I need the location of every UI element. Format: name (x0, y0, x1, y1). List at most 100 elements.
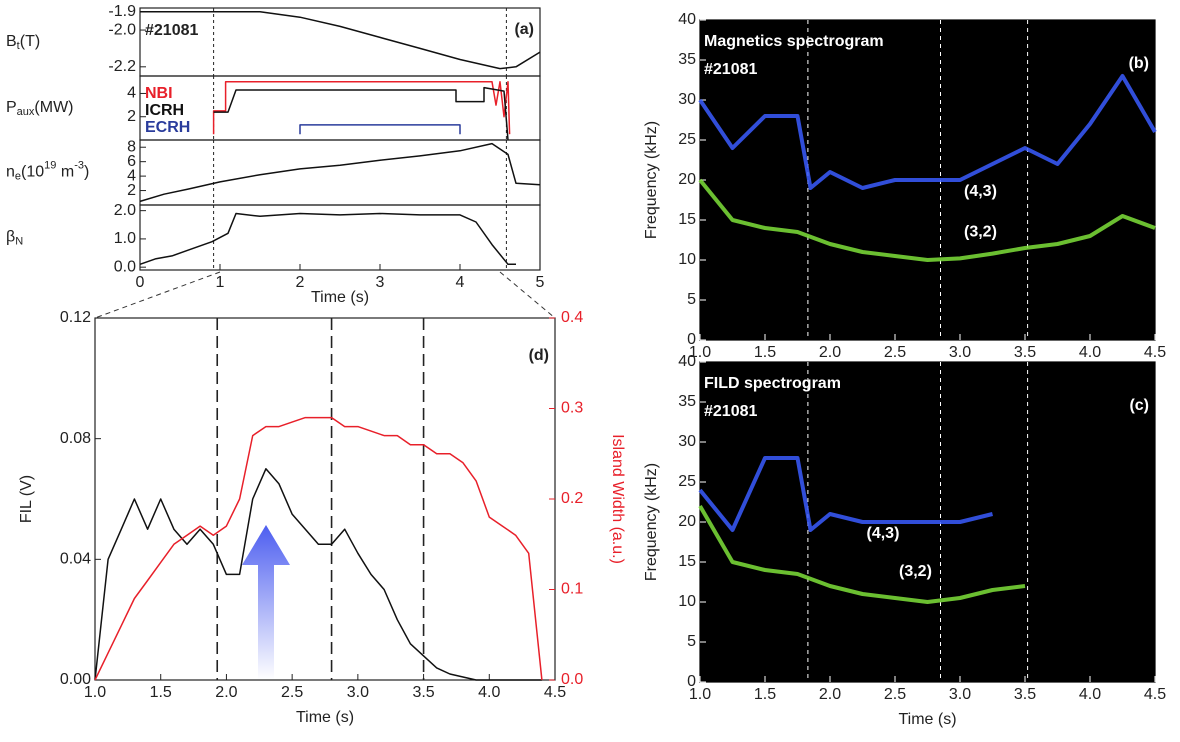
x-tick-label: 3.0 (347, 684, 369, 701)
x-tick-label: 3.0 (949, 344, 971, 361)
plot-area (139, 75, 541, 141)
y2-tick-label: 0.0 (561, 671, 583, 688)
x-tick-label: 1.0 (689, 344, 711, 361)
y-tick-label: 4 (127, 85, 136, 102)
series-line (94, 468, 542, 681)
chart-title: FILD spectrogram (704, 375, 841, 392)
y-axis-label-part: n (6, 164, 15, 181)
x-tick-label: 5 (536, 274, 545, 291)
x-axis-label: Time (s) (311, 289, 369, 306)
x-tick-label: 3.0 (949, 686, 971, 703)
y-tick-label: 30 (678, 433, 696, 450)
x-tick-label: 3.5 (1014, 686, 1036, 703)
y-axis-label-part: m (56, 164, 74, 181)
y-tick-label: 40 (678, 353, 696, 370)
y2-tick-label: 0.4 (561, 309, 583, 326)
y-tick-label: 35 (678, 393, 696, 410)
y-axis-label: FIL (V) (18, 475, 35, 523)
x-tick-label: 1.5 (754, 686, 776, 703)
plot-area (139, 204, 541, 271)
annotation: #21081 (145, 22, 198, 39)
y-tick-label: 35 (678, 51, 696, 68)
y-axis-label-part: e (15, 170, 21, 182)
chart-title: Magnetics spectrogram (704, 33, 884, 50)
mode-label: (3,2) (964, 224, 997, 241)
panel-label: (b) (1129, 55, 1149, 72)
y-axis-label: ne(1019 m-3) (6, 159, 89, 182)
x-tick-label: 4.0 (1079, 686, 1101, 703)
x-tick-label: 4.5 (1144, 344, 1166, 361)
x-tick-label: 4.0 (478, 684, 500, 701)
y-tick-label: 0.0 (114, 258, 136, 275)
x-tick-label: 4.0 (1079, 344, 1101, 361)
y-tick-label: 8 (127, 138, 136, 155)
y-tick-label: 0 (687, 673, 696, 690)
x-tick-label: 0 (136, 274, 145, 291)
y-axis-label-part: N (15, 235, 23, 247)
y-tick-label: 10 (678, 251, 696, 268)
legend-label: ICRH (145, 102, 184, 119)
x-tick-label: 4 (456, 274, 465, 291)
y-tick-label: 25 (678, 131, 696, 148)
series-line (212, 81, 511, 135)
y-axis-label-part: (MW) (34, 99, 73, 116)
y-tick-label: 1.0 (114, 230, 136, 247)
y-tick-label: 4 (127, 167, 136, 184)
x-tick-label: 1.5 (150, 684, 172, 701)
y-tick-label: 10 (678, 593, 696, 610)
mode-label: (4,3) (964, 183, 997, 200)
y2-tick-label: 0.3 (561, 400, 583, 417)
y-axis-label-part: B (6, 33, 17, 50)
x-tick-label: 1.0 (689, 686, 711, 703)
x-tick-label: 4.5 (1144, 686, 1166, 703)
y-tick-label: -2.0 (108, 21, 136, 38)
y-axis-label-part: (T) (20, 33, 40, 50)
series-line (94, 416, 543, 681)
y-axis-label: Paux(MW) (6, 99, 74, 118)
y-tick-label: 20 (678, 171, 696, 188)
y-axis-label-part: (10 (21, 164, 44, 181)
y-tick-label: 30 (678, 91, 696, 108)
y-tick-label: 0.12 (60, 309, 91, 326)
mode-label: (3,2) (899, 563, 932, 580)
x-tick-label: 2.0 (215, 684, 237, 701)
y-axis-label-part: β (6, 229, 15, 246)
legend-label: ECRH (145, 119, 190, 136)
x-tick-label: 2.5 (884, 344, 906, 361)
series-line (139, 212, 516, 266)
y-axis-label: βN (6, 229, 23, 248)
y-tick-label: 0.00 (60, 671, 91, 688)
x-axis-label: Time (s) (898, 711, 956, 728)
series-line (698, 178, 1156, 262)
x-tick-label: 2.0 (819, 686, 841, 703)
x-tick-label: 3.5 (1014, 344, 1036, 361)
series-line (213, 86, 509, 141)
x-tick-label: 3.5 (412, 684, 434, 701)
x-tick-label: 1.0 (84, 684, 106, 701)
arrow (242, 525, 290, 680)
y-axis-label-part: t (17, 40, 20, 52)
y-axis-label: Frequency (kHz) (643, 463, 660, 581)
y-tick-label: 5 (687, 633, 696, 650)
mode-label: (4,3) (867, 525, 900, 542)
zoom-guide (94, 271, 221, 319)
y-tick-label: -1.9 (108, 3, 136, 20)
y-axis-label-part: -3 (74, 159, 84, 171)
series-line (698, 504, 1026, 604)
y-tick-label: 20 (678, 513, 696, 530)
x-tick-label: 4.5 (544, 684, 566, 701)
series-line (698, 456, 993, 532)
y-axis-label: Bt(T) (6, 33, 40, 52)
x-tick-label: 1 (216, 274, 225, 291)
y-tick-label: 40 (678, 11, 696, 28)
series-line (299, 124, 461, 135)
y-tick-label: 25 (678, 473, 696, 490)
panel-label: (a) (514, 21, 534, 38)
plot-area (94, 317, 556, 681)
chart-subtitle: #21081 (704, 61, 757, 78)
y-axis-label-part: P (6, 99, 17, 116)
y-axis-label-part: ) (84, 164, 89, 181)
y-tick-label: 6 (127, 153, 136, 170)
y-tick-label: 0 (687, 331, 696, 348)
